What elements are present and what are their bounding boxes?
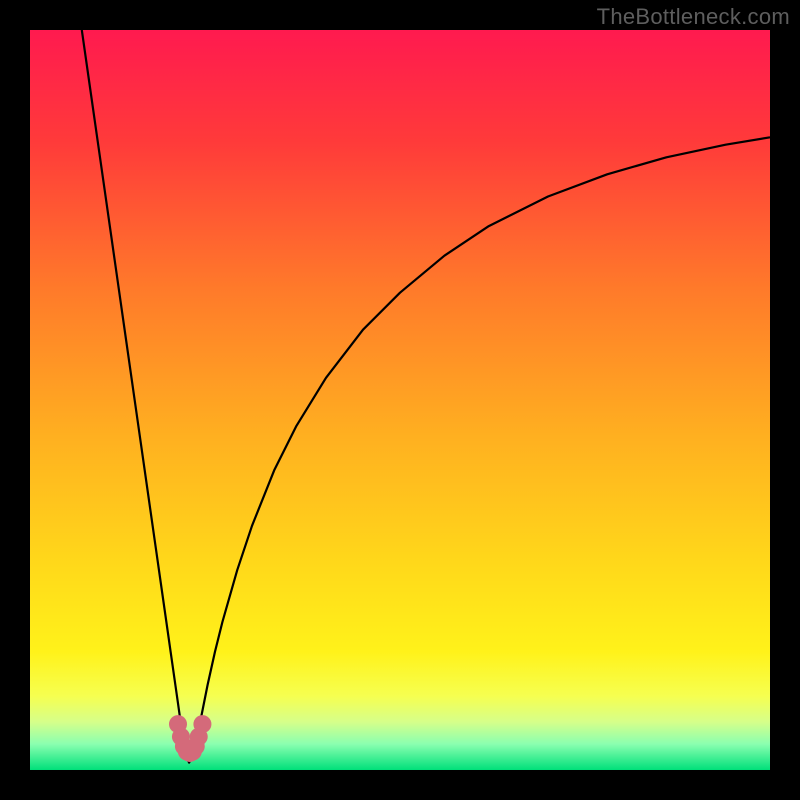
chart-container: TheBottleneck.com xyxy=(0,0,800,800)
bottleneck-curve-chart xyxy=(0,0,800,800)
heat-gradient-area xyxy=(30,30,770,770)
optimal-zone-marker xyxy=(193,715,211,733)
watermark-text: TheBottleneck.com xyxy=(597,4,790,30)
